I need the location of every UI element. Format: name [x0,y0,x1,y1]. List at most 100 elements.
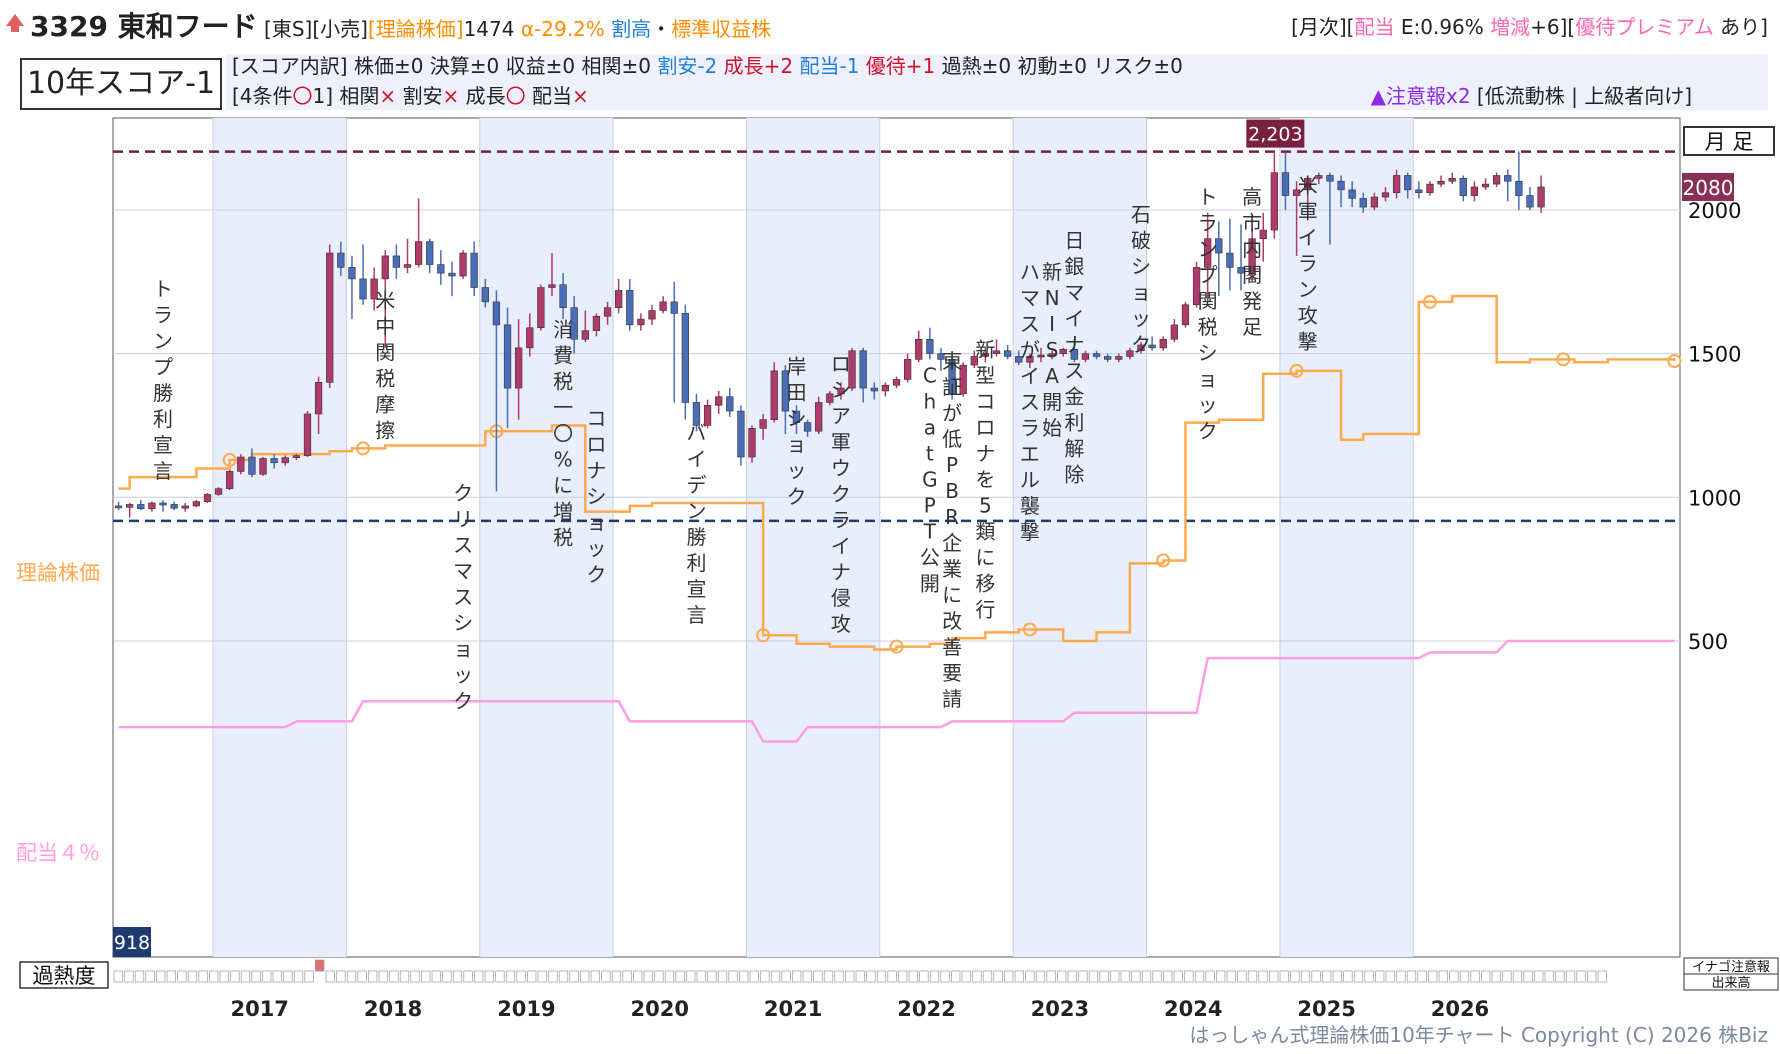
dividend-score: 配当-1 [799,54,860,78]
event-char: C [923,363,937,387]
candle-body [1381,192,1390,198]
event-char: 岸 [786,355,806,379]
candle-body [492,301,501,326]
theory-line-label: 理論株価 [16,561,100,585]
event-char: 侵 [831,586,851,610]
event-char: ス [1020,312,1040,336]
overheat-cell [1131,970,1141,983]
high-label: 2,203 [1248,124,1302,146]
event-char: 勝 [153,381,173,405]
event-char: ラ [1198,211,1218,235]
overheat-cell [601,970,611,983]
overheat-cell [1512,970,1523,983]
overheat-cell [1385,970,1395,983]
candle-body [859,350,867,389]
theory-value: 1474 [463,17,515,41]
header-left: 3329 東和フード [東S][小売][理論株価]1474 α-29.2% 割高… [30,10,771,44]
candle-body [159,502,167,506]
candle-body [114,505,123,509]
overheat-cell [1438,970,1448,983]
overheat-cell [1597,970,1607,983]
event-char: シ [831,378,851,402]
event-char: 新 [1042,260,1062,284]
overheat-cell [696,970,706,983]
overheat-cell [452,970,463,983]
candle-body [870,387,878,392]
event-char: マ [453,559,473,583]
candle-body [248,456,256,475]
candle-body [1048,353,1056,356]
overheat-cell [1035,970,1046,983]
event-char: ョ [453,637,473,661]
overheat-cell [919,970,929,983]
overheat-cell [580,970,590,983]
sector-tag: [小売] [312,17,368,41]
event-char: 型 [975,363,995,387]
copyright: はっしゃん式理論株価10年チャート Copyright (C) 2026 株Bi… [1189,1023,1768,1047]
cond-dividend: 配当 [525,84,573,108]
event-char: ン [686,499,706,523]
event-char: ッ [586,536,606,560]
event-char: シ [586,484,606,508]
overheat-cell [1587,970,1597,983]
overheat-cell [1247,970,1258,983]
high-label-box [1246,119,1305,148]
candle-body [1092,353,1101,357]
candle-body [792,410,801,423]
overheat-cell [442,970,452,983]
candle-body [470,252,478,288]
overheat-cell [1269,970,1279,983]
event-char: プ [1198,263,1218,287]
theory-marker [756,628,771,643]
overheat-cell [993,970,1003,983]
overheat-cell [611,970,622,983]
overheat-cell [463,970,473,983]
candle-body [592,315,601,331]
candle-body [1026,356,1034,363]
event-char: 開 [920,571,940,595]
x-year-label: 2022 [897,997,955,1021]
event-char: シ [453,611,473,635]
candle-body [948,359,956,395]
event-char: 言 [153,459,173,483]
candle-body [1392,175,1401,194]
candle-body [981,353,990,357]
overheat-cell [1194,970,1205,983]
event-char: コ [975,389,995,413]
cheap-score: 割安-2 [657,54,718,78]
dividend-line [118,639,1675,743]
candle-body [270,458,278,464]
theory-marker [1667,354,1682,369]
overheat-cell [1163,970,1173,983]
x-year-label: 2017 [230,997,288,1021]
candle-body [770,370,778,420]
cond-dividend-mark: × [572,84,589,108]
candle-body [1004,350,1012,357]
candle-body [148,502,156,510]
warning-badge: ▲注意報x2 [1370,84,1471,108]
event-char: 軍 [831,430,851,454]
event-char: 除 [1064,462,1084,486]
event-char: ッ [453,663,473,687]
candle-body [381,255,389,280]
candle-body [515,347,523,389]
event-char: ク [586,562,606,586]
overheat-cell [675,970,685,983]
candle-body [837,387,845,395]
event-char: 利 [153,407,173,431]
year-band [1013,118,1147,957]
event-char: 内 [1242,237,1262,261]
event-char: ン [153,329,173,353]
event-char: ン [1298,278,1318,302]
event-char: 増 [553,499,573,523]
overheat-cell [749,970,759,983]
overheat-cell [431,970,441,983]
candle-body [314,382,323,415]
candle-body [348,267,356,280]
event-char: 始 [1042,416,1062,440]
overheat-cell [1078,970,1088,983]
cond-growth-mark: 〇 [505,84,526,108]
event-char: 5 [979,493,992,517]
